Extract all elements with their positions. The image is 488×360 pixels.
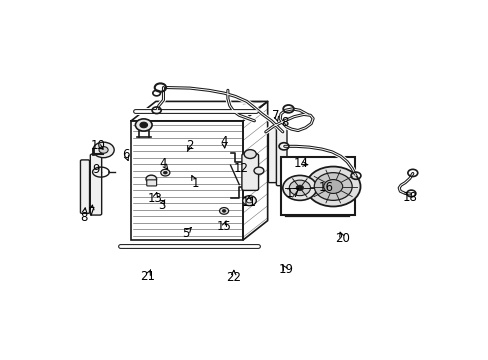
Text: 2: 2 <box>186 139 193 152</box>
Circle shape <box>314 173 351 201</box>
Circle shape <box>135 119 152 131</box>
FancyBboxPatch shape <box>90 154 102 215</box>
Circle shape <box>242 196 256 206</box>
FancyBboxPatch shape <box>242 154 258 190</box>
Text: 21: 21 <box>140 270 155 283</box>
Text: 11: 11 <box>241 196 256 209</box>
Circle shape <box>93 142 114 158</box>
Circle shape <box>161 169 169 176</box>
Text: 7: 7 <box>87 206 95 219</box>
Circle shape <box>244 150 256 158</box>
Text: 9: 9 <box>92 163 100 176</box>
Text: 12: 12 <box>233 162 248 175</box>
Circle shape <box>99 147 108 153</box>
Bar <box>131 121 243 240</box>
Text: 10: 10 <box>91 139 105 152</box>
Circle shape <box>140 122 147 128</box>
Text: 4: 4 <box>220 135 227 148</box>
Text: 7: 7 <box>272 109 279 122</box>
Circle shape <box>222 210 225 212</box>
Text: 16: 16 <box>318 181 333 194</box>
Text: 18: 18 <box>402 190 416 203</box>
Circle shape <box>305 167 360 207</box>
Circle shape <box>323 180 342 193</box>
FancyBboxPatch shape <box>268 128 276 183</box>
FancyBboxPatch shape <box>276 122 286 186</box>
Circle shape <box>295 185 303 191</box>
Text: 8: 8 <box>281 116 288 129</box>
Circle shape <box>219 208 228 214</box>
Circle shape <box>282 175 316 201</box>
Text: 14: 14 <box>293 157 308 170</box>
Text: 13: 13 <box>147 192 162 205</box>
Text: 22: 22 <box>225 271 241 284</box>
Text: 8: 8 <box>80 211 87 224</box>
FancyBboxPatch shape <box>81 160 89 213</box>
Circle shape <box>289 180 310 195</box>
Text: 15: 15 <box>216 220 231 233</box>
Text: 5: 5 <box>182 226 189 240</box>
FancyBboxPatch shape <box>146 180 156 186</box>
Text: 19: 19 <box>278 264 293 276</box>
Text: 20: 20 <box>335 232 349 245</box>
Circle shape <box>253 167 264 174</box>
Text: 17: 17 <box>285 187 300 200</box>
Bar <box>280 157 354 215</box>
Text: 4: 4 <box>160 157 167 170</box>
Circle shape <box>146 175 156 183</box>
Text: 3: 3 <box>158 199 165 212</box>
Text: 6: 6 <box>122 148 129 161</box>
Circle shape <box>163 171 167 174</box>
Text: 1: 1 <box>191 177 199 190</box>
